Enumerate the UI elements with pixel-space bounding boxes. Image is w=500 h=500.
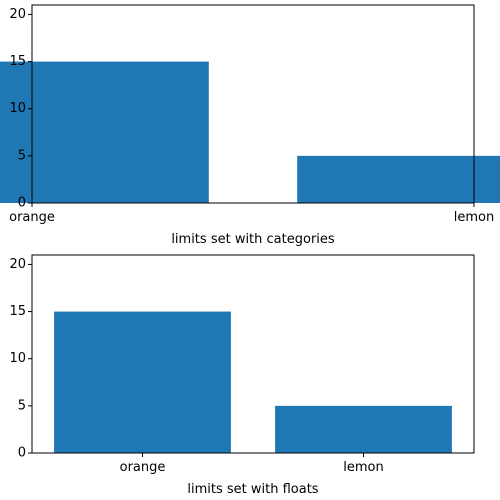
x-tick-label-lemon: lemon [454,210,494,225]
y-tick-label: 20 [9,7,26,22]
bar-lemon [275,405,452,453]
x-tick-label-orange: orange [120,460,166,475]
bar-lemon [297,155,500,203]
y-tick-label: 15 [9,304,26,319]
y-tick-label: 5 [18,398,26,413]
y-tick-label: 10 [9,101,26,116]
y-tick-label: 0 [18,196,26,211]
chart-limits-set-with-floats: 0 5 10 15 20 orange lemon limits set with float… [9,254,475,497]
y-tick-label: 15 [9,54,26,69]
y-tick-label: 10 [9,351,26,366]
y-tick-label: 0 [18,446,26,461]
x-tick-label-lemon: lemon [343,460,383,475]
x-tick-label-orange: orange [9,210,55,225]
x-axis-label: limits set with categories [171,232,335,247]
chart-limits-set-with-categories: 0 5 10 15 20 orange lemon limits set with categ… [0,4,500,247]
x-axis-label: limits set with floats [187,482,318,497]
y-tick-label: 20 [9,257,26,272]
bar-orange [0,61,209,204]
axes-frame [31,4,475,204]
axes-frame [31,254,475,454]
y-tick-label: 5 [18,148,26,163]
bar-orange [54,311,231,453]
